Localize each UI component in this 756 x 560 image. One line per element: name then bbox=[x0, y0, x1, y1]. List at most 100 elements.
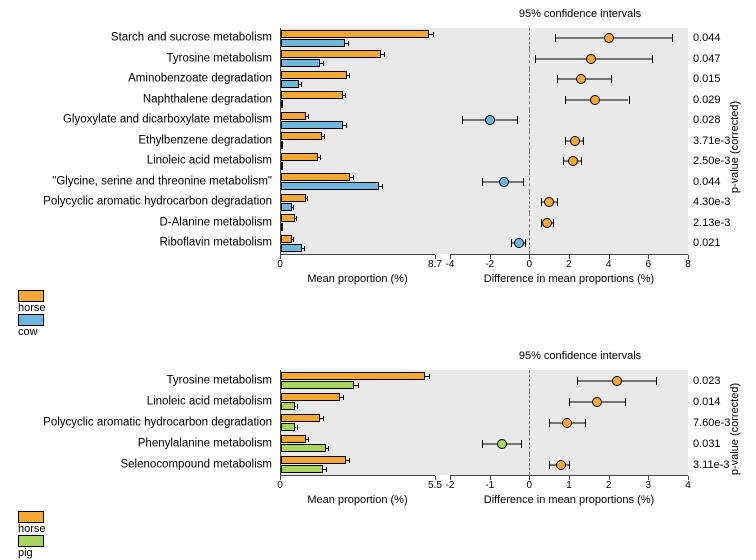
bar-series2 bbox=[281, 100, 283, 108]
data-row: Selenocompound metabolism3.11e-3 bbox=[0, 454, 756, 475]
ci-cap bbox=[482, 440, 483, 448]
bar-error-cap bbox=[320, 155, 321, 160]
legend-swatch bbox=[18, 314, 44, 326]
bar-error-cap bbox=[326, 467, 327, 472]
ci-cell bbox=[450, 28, 688, 49]
bar-error-cap bbox=[307, 196, 308, 201]
tick-label: 2 bbox=[606, 480, 612, 491]
bar-series1 bbox=[281, 50, 381, 58]
legend: horsecow bbox=[18, 290, 71, 338]
ci-zero-dash bbox=[529, 391, 530, 412]
row-label: Riboflavin metabolism bbox=[0, 238, 272, 250]
bar-series1 bbox=[281, 194, 306, 202]
bar-cell bbox=[280, 110, 436, 131]
bar-series1 bbox=[281, 91, 343, 99]
bar-error-cap bbox=[346, 123, 347, 128]
ci-x-label: Difference in mean proportions (%) bbox=[450, 273, 688, 285]
bar-series2 bbox=[281, 39, 345, 47]
tick-label: 2 bbox=[566, 259, 572, 270]
ci-cap bbox=[656, 377, 657, 385]
data-row: Aminobenzoate degradation0.015 bbox=[0, 69, 756, 90]
bar-series1 bbox=[281, 393, 340, 401]
ci-cap bbox=[652, 55, 653, 63]
bar-series1 bbox=[281, 456, 346, 464]
ci-cap bbox=[585, 419, 586, 427]
bar-error-cap bbox=[358, 383, 359, 388]
ci-cell bbox=[450, 370, 688, 391]
ci-cap bbox=[523, 178, 524, 186]
ci-cap bbox=[517, 116, 518, 124]
bar-series1 bbox=[281, 414, 320, 422]
ci-cell bbox=[450, 213, 688, 234]
ci-zero-dash bbox=[529, 370, 530, 391]
tick-label: 8.7 bbox=[428, 259, 442, 270]
bar-cell bbox=[280, 192, 436, 213]
bar-series2 bbox=[281, 59, 320, 67]
bar-error-cap bbox=[301, 82, 302, 87]
data-row: D-Alanine metabolism2.13e-3 bbox=[0, 213, 756, 234]
bar-error-cap bbox=[382, 184, 383, 189]
row-label: Polycyclic aromatic hydrocarbon degradat… bbox=[0, 197, 272, 209]
bar-series2 bbox=[281, 141, 283, 149]
ci-x-axis: -2-101234Difference in mean proportions … bbox=[450, 475, 688, 477]
ci-cap bbox=[625, 398, 626, 406]
ci-zero-dash bbox=[529, 172, 530, 193]
data-row: Polycyclic aromatic hydrocarbon degradat… bbox=[0, 192, 756, 213]
ci-x-label: Difference in mean proportions (%) bbox=[450, 494, 688, 506]
bar-series1 bbox=[281, 30, 429, 38]
tick-label: 0 bbox=[277, 480, 283, 491]
bar-error-cap bbox=[353, 175, 354, 180]
ci-cell bbox=[450, 233, 688, 254]
ci-zero-dash bbox=[529, 131, 530, 152]
ci-cell bbox=[450, 131, 688, 152]
bar-error-cap bbox=[293, 237, 294, 242]
row-label: Starch and sucrose metabolism bbox=[0, 33, 272, 45]
row-label: Tyrosine metabolism bbox=[0, 375, 272, 387]
bar-error-cap bbox=[324, 134, 325, 139]
tick-label: 0 bbox=[527, 480, 533, 491]
tick-label: -2 bbox=[485, 259, 494, 270]
bar-series2 bbox=[281, 423, 295, 431]
bar-error-cap bbox=[308, 437, 309, 442]
row-label: D-Alanine metabolism bbox=[0, 217, 272, 229]
bar-cell bbox=[280, 213, 436, 234]
bar-series2 bbox=[281, 121, 343, 129]
ci-cell bbox=[450, 412, 688, 433]
ci-cell bbox=[450, 433, 688, 454]
tick-label: 6 bbox=[646, 259, 652, 270]
ci-cap bbox=[569, 461, 570, 469]
bar-series1 bbox=[281, 132, 322, 140]
ci-cap bbox=[482, 178, 483, 186]
bar-error-cap bbox=[323, 416, 324, 421]
legend-swatch bbox=[18, 290, 44, 302]
pvalue-axis-label: p-value (corrected) bbox=[729, 87, 741, 207]
tick-label: 8 bbox=[685, 259, 691, 270]
ci-dot bbox=[556, 460, 566, 470]
data-row: Glyoxylate and dicarboxylate metabolism0… bbox=[0, 110, 756, 131]
ci-cap bbox=[565, 96, 566, 104]
ci-dot bbox=[576, 74, 586, 84]
ci-cell bbox=[450, 90, 688, 111]
data-row: Tyrosine metabolism0.023 bbox=[0, 370, 756, 391]
ci-zero-dash bbox=[529, 412, 530, 433]
bar-cell bbox=[280, 454, 436, 475]
row-label: Linoleic acid metabolism bbox=[0, 156, 272, 168]
ci-cap bbox=[569, 398, 570, 406]
bar-error-cap bbox=[349, 73, 350, 78]
ci-cap bbox=[549, 419, 550, 427]
bar-error-cap bbox=[384, 52, 385, 57]
bar-cell bbox=[280, 90, 436, 111]
ci-dot bbox=[586, 54, 596, 64]
ci-cell bbox=[450, 172, 688, 193]
tick-label: 4 bbox=[685, 480, 691, 491]
row-label: Phenylalanine metabolism bbox=[0, 438, 272, 450]
ci-dot bbox=[499, 177, 509, 187]
ci-cap bbox=[565, 137, 566, 145]
ci-zero-dash bbox=[529, 90, 530, 111]
ci-cap bbox=[563, 157, 564, 165]
bar-series1 bbox=[281, 153, 318, 161]
data-row: Ethylbenzene degradation3.71e-3 bbox=[0, 131, 756, 152]
pvalue: 0.044 bbox=[693, 32, 743, 44]
bar-series1 bbox=[281, 372, 425, 380]
ci-zero-dash bbox=[529, 28, 530, 49]
